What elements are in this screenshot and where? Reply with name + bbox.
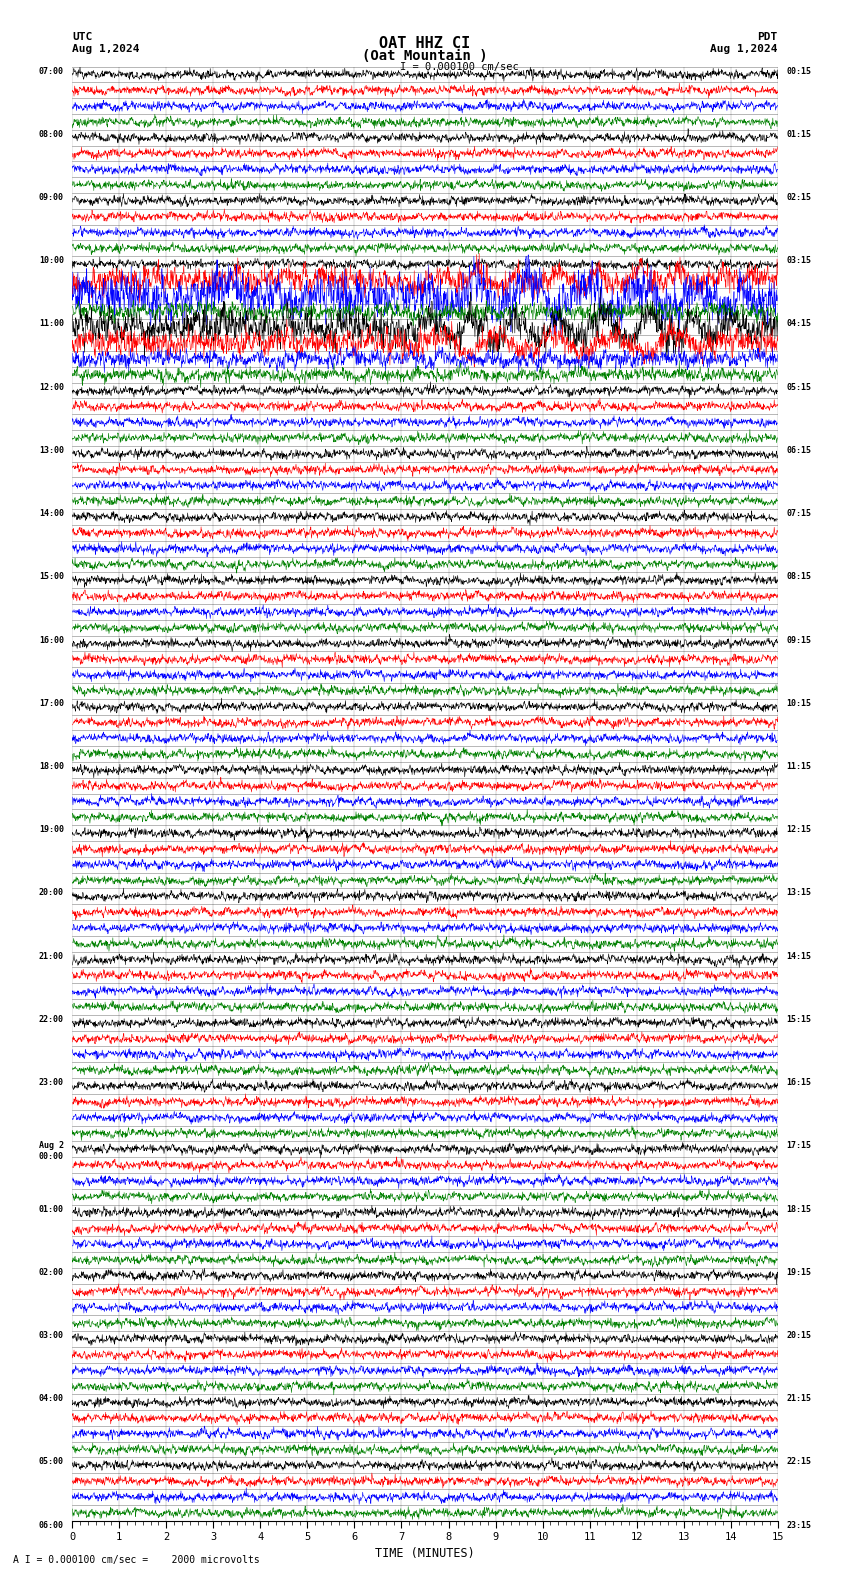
Text: Aug 1,2024: Aug 1,2024 [711, 44, 778, 54]
Text: 18:00: 18:00 [39, 762, 64, 771]
Text: 08:15: 08:15 [786, 572, 811, 581]
Text: PDT: PDT [757, 32, 778, 41]
Text: 02:15: 02:15 [786, 193, 811, 203]
Text: 17:15: 17:15 [786, 1142, 811, 1150]
Text: 22:00: 22:00 [39, 1015, 64, 1023]
Text: 20:15: 20:15 [786, 1331, 811, 1340]
Text: 20:00: 20:00 [39, 889, 64, 898]
Text: 19:00: 19:00 [39, 825, 64, 835]
Text: 15:00: 15:00 [39, 572, 64, 581]
Text: Aug 2
00:00: Aug 2 00:00 [39, 1142, 64, 1161]
Text: 17:00: 17:00 [39, 699, 64, 708]
Text: 16:15: 16:15 [786, 1079, 811, 1087]
Text: 22:15: 22:15 [786, 1457, 811, 1467]
X-axis label: TIME (MINUTES): TIME (MINUTES) [375, 1546, 475, 1560]
Text: 15:15: 15:15 [786, 1015, 811, 1023]
Text: 13:00: 13:00 [39, 445, 64, 455]
Text: 12:15: 12:15 [786, 825, 811, 835]
Text: 11:00: 11:00 [39, 320, 64, 328]
Text: 01:15: 01:15 [786, 130, 811, 139]
Text: 03:15: 03:15 [786, 257, 811, 265]
Text: 06:00: 06:00 [39, 1521, 64, 1530]
Text: 09:00: 09:00 [39, 193, 64, 203]
Text: 11:15: 11:15 [786, 762, 811, 771]
Text: 02:00: 02:00 [39, 1267, 64, 1277]
Text: 04:15: 04:15 [786, 320, 811, 328]
Text: 23:00: 23:00 [39, 1079, 64, 1087]
Text: 16:00: 16:00 [39, 635, 64, 645]
Text: 05:15: 05:15 [786, 383, 811, 391]
Text: 10:00: 10:00 [39, 257, 64, 265]
Text: 03:00: 03:00 [39, 1331, 64, 1340]
Text: 00:15: 00:15 [786, 67, 811, 76]
Text: 07:00: 07:00 [39, 67, 64, 76]
Text: 21:00: 21:00 [39, 952, 64, 960]
Text: 04:00: 04:00 [39, 1394, 64, 1403]
Text: Aug 1,2024: Aug 1,2024 [72, 44, 139, 54]
Text: A I = 0.000100 cm/sec =    2000 microvolts: A I = 0.000100 cm/sec = 2000 microvolts [13, 1555, 259, 1565]
Text: 08:00: 08:00 [39, 130, 64, 139]
Text: 19:15: 19:15 [786, 1267, 811, 1277]
Text: 21:15: 21:15 [786, 1394, 811, 1403]
Text: 18:15: 18:15 [786, 1204, 811, 1213]
Text: 01:00: 01:00 [39, 1204, 64, 1213]
Text: 10:15: 10:15 [786, 699, 811, 708]
Text: 14:15: 14:15 [786, 952, 811, 960]
Text: I = 0.000100 cm/sec: I = 0.000100 cm/sec [400, 62, 518, 71]
Text: 07:15: 07:15 [786, 508, 811, 518]
Text: 05:00: 05:00 [39, 1457, 64, 1467]
Text: 06:15: 06:15 [786, 445, 811, 455]
Text: 14:00: 14:00 [39, 508, 64, 518]
Text: 12:00: 12:00 [39, 383, 64, 391]
Text: UTC: UTC [72, 32, 93, 41]
Text: 13:15: 13:15 [786, 889, 811, 898]
Text: 23:15: 23:15 [786, 1521, 811, 1530]
Text: 09:15: 09:15 [786, 635, 811, 645]
Text: OAT HHZ CI: OAT HHZ CI [379, 36, 471, 51]
Text: (Oat Mountain ): (Oat Mountain ) [362, 49, 488, 63]
